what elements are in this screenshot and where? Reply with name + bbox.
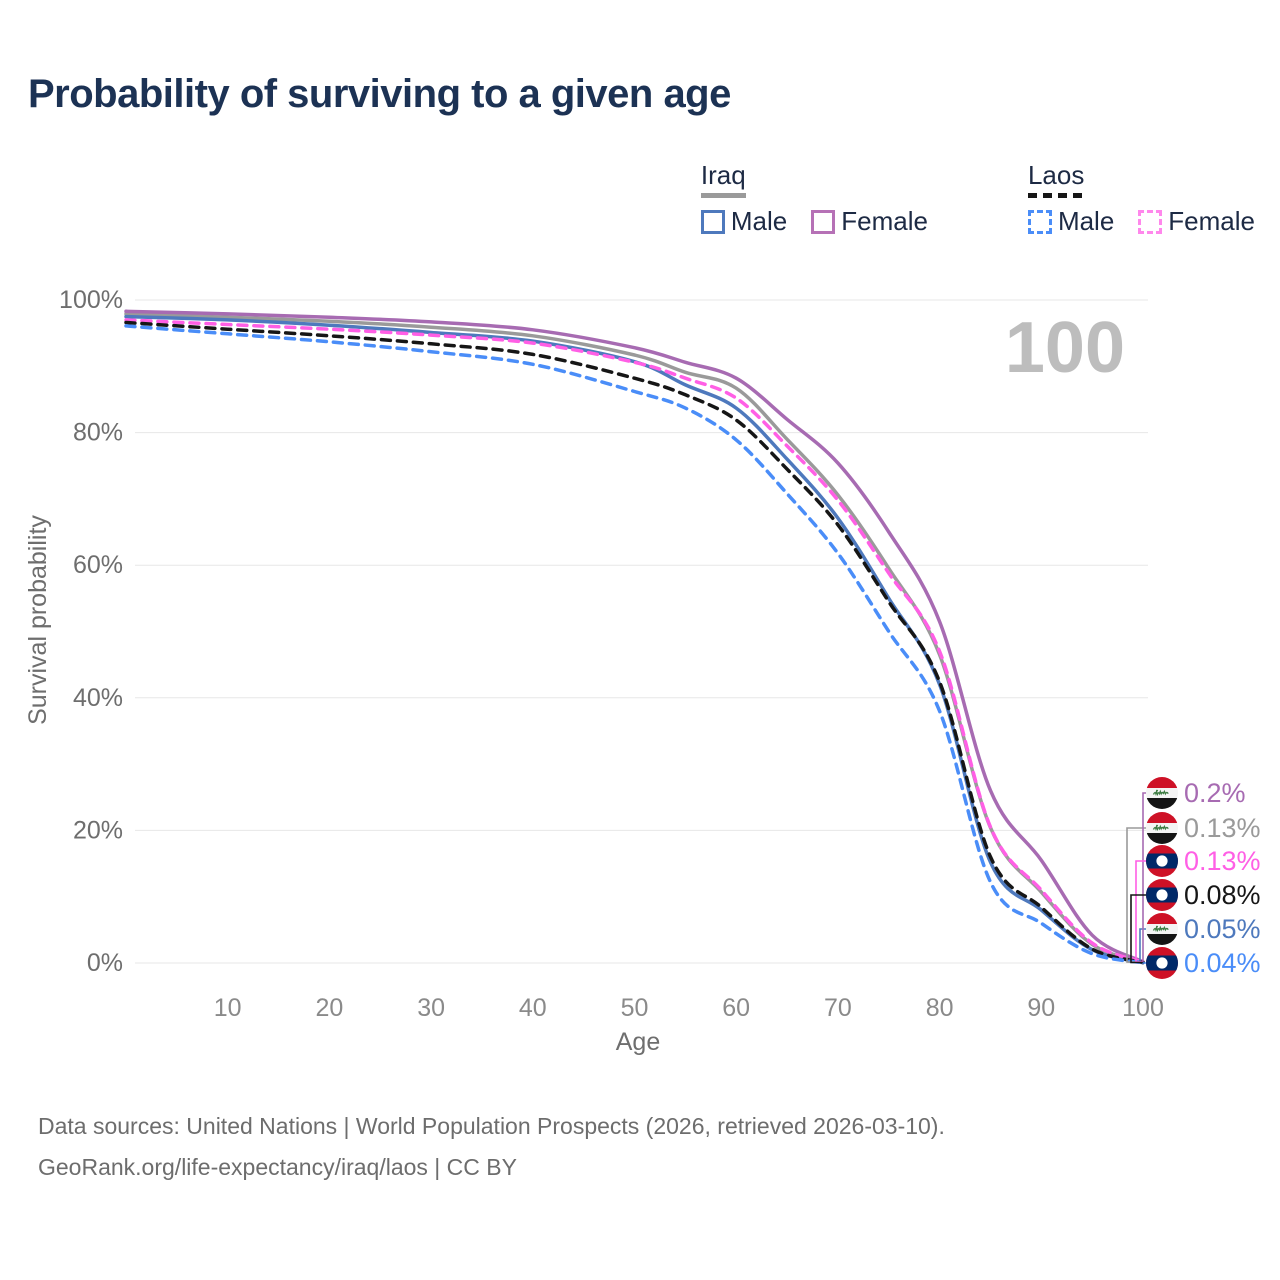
- end-label-laos-male: 0.04%: [1184, 948, 1261, 978]
- curve-iraq-female[interactable]: [124, 309, 1145, 964]
- y-tick-0%: 0%: [87, 949, 123, 977]
- x-axis-tick-labels: 10 20 30 40 50 60 70 80 90 100: [214, 994, 1164, 1022]
- end-value-labels: 0.13% 0.05% 0.2% 0.13% 0.08% 0.04%: [1126, 777, 1261, 979]
- iraq-male-checkbox[interactable]: [700, 209, 725, 234]
- curve-iraq-all[interactable]: [124, 312, 1145, 964]
- end-label-iraq-all: 0.13%: [1184, 813, 1261, 843]
- y-tick-80%: 80%: [73, 419, 123, 447]
- iraq-male-label: Male: [730, 206, 788, 236]
- legend-country-iraq[interactable]: Iraq: [700, 160, 746, 198]
- attribution-line: GeoRank.org/life-expectancy/iraq/laos | …: [38, 1154, 517, 1180]
- x-tick-100: 100: [1122, 994, 1164, 1022]
- y-tick-20%: 20%: [73, 816, 123, 844]
- gridlines: [135, 299, 1148, 964]
- end-label-iraq-female: 0.2%: [1184, 778, 1246, 808]
- x-tick-20: 20: [315, 994, 343, 1022]
- iraq-flag-icon: [1146, 812, 1178, 844]
- y-tick-100%: 100%: [59, 286, 123, 314]
- legend-country-laos-label: Laos: [1027, 160, 1085, 190]
- x-tick-10: 10: [214, 994, 242, 1022]
- y-tick-40%: 40%: [73, 684, 123, 712]
- legend-items-laos: Male Female: [1027, 206, 1255, 237]
- x-tick-80: 80: [926, 994, 954, 1022]
- laos-flag-icon: [1146, 879, 1178, 911]
- x-tick-30: 30: [417, 994, 445, 1022]
- age-counter-watermark: 100: [1005, 308, 1125, 388]
- laos-female-label: Female: [1168, 206, 1255, 236]
- y-axis-tick-labels: 0% 20% 40% 60% 80% 100%: [59, 286, 123, 977]
- curve-laos-female[interactable]: [124, 318, 1145, 964]
- chart-legend: Iraq Male Female Laos Male: [0, 160, 1255, 237]
- legend-item-laos-male[interactable]: Male: [1027, 206, 1115, 237]
- legend-country-iraq-label: Iraq: [700, 160, 746, 190]
- page-title: Probability of surviving to a given age: [28, 72, 731, 116]
- leader-line-iraq-female: [1142, 792, 1146, 962]
- laos-flag-icon: [1146, 947, 1178, 979]
- end-label-laos-all: 0.08%: [1184, 880, 1261, 910]
- iraq-female-label: Female: [841, 206, 928, 236]
- legend-item-laos-female[interactable]: Female: [1138, 206, 1255, 237]
- laos-line-style-swatch: [1027, 193, 1085, 198]
- legend-items-iraq: Male Female: [700, 206, 928, 237]
- legend-item-iraq-male[interactable]: Male: [700, 206, 788, 237]
- legend-group-iraq: Iraq Male Female: [700, 160, 928, 237]
- y-tick-60%: 60%: [73, 551, 123, 579]
- legend-item-iraq-female[interactable]: Female: [811, 206, 928, 237]
- iraq-flag-icon: [1146, 913, 1178, 945]
- y-axis-title: Survival probability: [24, 515, 52, 725]
- data-sources-line: Data sources: United Nations | World Pop…: [38, 1113, 945, 1139]
- iraq-line-style-swatch: [700, 193, 746, 198]
- legend-group-laos: Laos Male Female: [1027, 160, 1255, 237]
- x-tick-60: 60: [722, 994, 750, 1022]
- curve-laos-male[interactable]: [124, 324, 1145, 965]
- end-label-laos-female: 0.13%: [1184, 846, 1261, 876]
- end-label-iraq-male: 0.05%: [1184, 914, 1261, 944]
- laos-male-checkbox[interactable]: [1027, 209, 1052, 234]
- iraq-flag-icon: [1146, 777, 1178, 809]
- laos-flag-icon: [1146, 845, 1178, 877]
- x-tick-40: 40: [519, 994, 547, 1022]
- footer-note: Data sources: United Nations | World Pop…: [38, 1106, 945, 1188]
- legend-country-laos[interactable]: Laos: [1027, 160, 1085, 198]
- iraq-female-checkbox[interactable]: [811, 209, 836, 234]
- leader-line-laos-all: [1130, 894, 1146, 964]
- laos-female-checkbox[interactable]: [1138, 209, 1163, 234]
- curve-laos-all[interactable]: [124, 320, 1145, 965]
- curve-iraq-male[interactable]: [124, 314, 1145, 965]
- x-tick-50: 50: [621, 994, 649, 1022]
- x-tick-70: 70: [824, 994, 852, 1022]
- leader-line-laos-female: [1135, 860, 1146, 963]
- laos-male-label: Male: [1057, 206, 1115, 236]
- survival-curves: [124, 309, 1145, 965]
- x-tick-90: 90: [1027, 994, 1055, 1022]
- x-axis-title: Age: [616, 1028, 660, 1056]
